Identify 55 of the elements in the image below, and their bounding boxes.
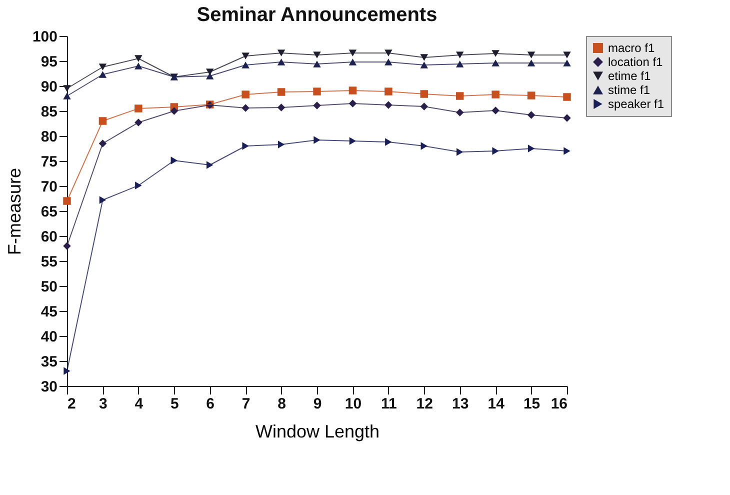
point (63, 85, 71, 92)
x-axis-title: Window Length (255, 422, 380, 442)
y-tick-label: 40 (40, 328, 58, 346)
y-tick-label: 100 (32, 28, 58, 46)
x-tick-label: 5 (170, 396, 179, 412)
x-tick-label: 11 (381, 396, 397, 412)
point (64, 367, 70, 375)
point (492, 90, 500, 98)
y-tick-label: 55 (40, 254, 58, 270)
x-tick-label: 3 (99, 396, 108, 412)
point (63, 197, 71, 205)
y-tick-label: 60 (40, 228, 58, 246)
point (206, 72, 214, 80)
x-tick-label: 6 (206, 396, 215, 412)
point (313, 88, 321, 96)
legend-label: location f1 (608, 55, 664, 69)
point (563, 52, 571, 58)
x-tick-label: 8 (278, 396, 286, 412)
x-tick-label: 7 (242, 396, 250, 412)
legend-label: macro f1 (608, 41, 656, 55)
point (563, 93, 571, 101)
y-tick-label: 95 (40, 54, 58, 70)
point (563, 60, 571, 66)
legend-label: speaker f1 (608, 97, 664, 111)
point (384, 88, 392, 96)
point (63, 92, 71, 100)
y-axis-title: F-measure (4, 168, 24, 256)
y-tick-label: 65 (40, 204, 58, 220)
y-tick-label: 85 (40, 104, 58, 120)
chart-title: Seminar Announcements (196, 4, 438, 26)
x-tick-label: 10 (344, 396, 362, 412)
x-tick-label: 16 (550, 396, 568, 412)
legend-label: stime f1 (608, 83, 650, 97)
point (242, 52, 250, 60)
x-tick-label: 9 (313, 396, 322, 412)
point (564, 147, 570, 155)
point (492, 60, 500, 66)
x-tick-label: 14 (488, 396, 506, 412)
y-tick-label: 70 (40, 178, 58, 196)
y-tick-label: 35 (40, 354, 58, 370)
y-tick-label: 75 (40, 154, 58, 170)
x-tick-label: 2 (68, 396, 76, 412)
legend-label: etime f1 (608, 69, 652, 83)
point (134, 104, 142, 112)
y-tick-label: 90 (40, 78, 58, 96)
point (242, 90, 250, 98)
point (134, 55, 142, 62)
y-tick-label: 30 (40, 378, 58, 396)
y-tick-label: 45 (40, 304, 58, 320)
x-tick-label: 12 (416, 396, 433, 412)
x-tick-label: 13 (452, 396, 469, 412)
y-tick-label: 50 (40, 278, 58, 296)
x-tick-label: 15 (523, 396, 540, 412)
x-tick-label: 4 (134, 396, 144, 412)
y-tick-label: 80 (40, 128, 58, 146)
